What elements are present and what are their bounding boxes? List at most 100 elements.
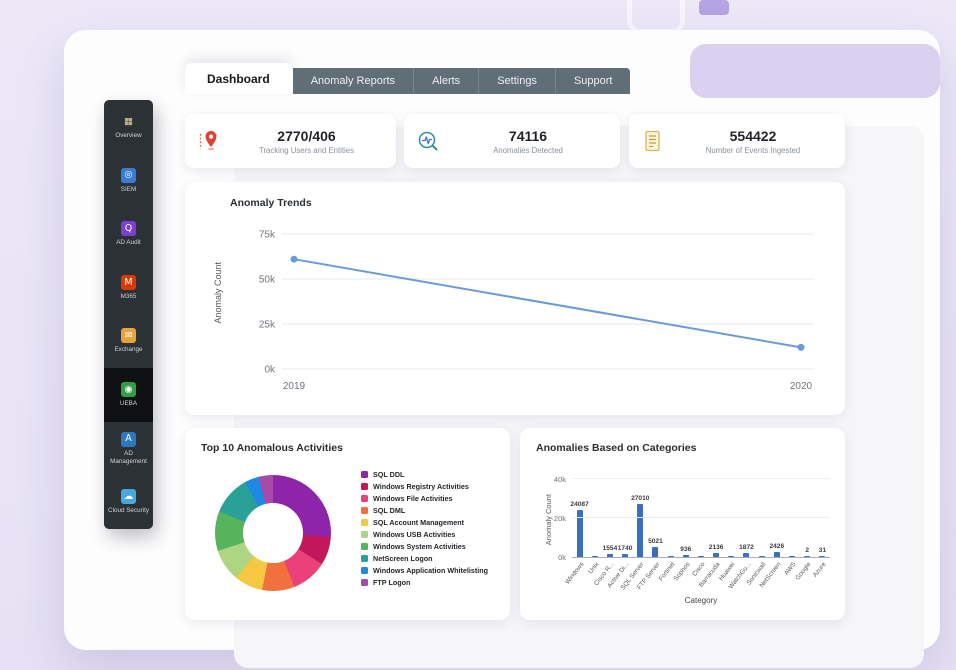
chart-title: Anomaly Trends [230, 197, 312, 209]
legend-label: Windows Application Whitelisting [373, 566, 489, 575]
sidebar-item-label: Exchange [114, 346, 143, 354]
decor-right-band [690, 44, 940, 98]
bar-slot: 27010 [631, 480, 650, 557]
legend-swatch [361, 471, 368, 478]
bar-value-label: 2426 [769, 543, 785, 550]
tab-settings[interactable]: Settings [479, 68, 556, 94]
bar [788, 556, 795, 557]
stat-card-tracking-users: 2770/406 Tracking Users and Entities [185, 114, 396, 168]
ad-management-icon: A [121, 431, 136, 447]
bar-value-label: 27010 [631, 495, 650, 502]
sidebar-item-label: Cloud Security [108, 507, 149, 515]
overview-grid-icon: ▦ [124, 115, 133, 127]
legend-swatch [361, 567, 368, 574]
sidebar-item-ueba[interactable]: ◉ UEBA [104, 368, 153, 422]
legend-item: Windows USB Activities [361, 530, 488, 539]
legend-label: NetScreen Logon [373, 554, 433, 563]
legend-item: NetScreen Logon [361, 554, 488, 563]
legend-label: SQL Account Management [373, 518, 465, 527]
bar [773, 552, 780, 557]
sidebar-item-ad-management[interactable]: A AD Management [104, 422, 153, 476]
bar-slot: 2136 [709, 480, 724, 557]
decor-top-square [627, 0, 685, 34]
legend-swatch [361, 519, 368, 526]
bar-value-label: 2136 [708, 544, 724, 551]
legend-label: FTP Logon [373, 578, 411, 587]
sidebar-item-label: SIEM [120, 185, 137, 193]
bar [697, 556, 704, 557]
bar-category-label: Unix [586, 561, 601, 576]
legend-swatch [361, 543, 368, 550]
bar [819, 556, 826, 557]
bar [622, 554, 629, 557]
y-axis-title: Anomaly Count [213, 262, 223, 324]
sidebar-item-exchange[interactable]: ✉ Exchange [104, 315, 153, 369]
bar-slot [724, 480, 739, 557]
legend-item: SQL DDL [361, 470, 488, 479]
sidebar-item-ad-audit[interactable]: Q AD Audit [104, 207, 153, 261]
bar [804, 556, 811, 557]
bar-value-label: 1554 [602, 545, 618, 552]
chart-title: Top 10 Anomalous Activities [201, 442, 343, 454]
bar-slot: 936 [678, 480, 693, 557]
legend-label: Windows Registry Activities [373, 482, 469, 491]
donut-chart [215, 475, 331, 591]
tab-support[interactable]: Support [555, 68, 631, 94]
bar [637, 504, 644, 557]
bar [606, 554, 613, 557]
exchange-icon: ✉ [121, 328, 136, 344]
bar [682, 555, 689, 557]
legend-label: Windows File Activities [373, 494, 453, 503]
bar-slot: 1872 [739, 480, 754, 557]
stat-caption: Tracking Users and Entities [258, 145, 355, 155]
bar-chart-plot: 24087 1554 1740 27010 5021 936 2136 1872 2426 2 31 [570, 478, 830, 558]
bar [743, 553, 750, 557]
sidebar-item-siem[interactable]: ◎ SIEM [104, 154, 153, 208]
chart-title: Anomalies Based on Categories [536, 442, 697, 454]
bar-category-label: Windows [563, 561, 586, 586]
bar [591, 556, 598, 557]
stat-value: 74116 [508, 127, 548, 144]
stat-caption: Number of Events Ingested [705, 145, 801, 155]
bar-slot [754, 480, 769, 557]
legend-label: SQL DDL [373, 470, 405, 479]
legend-item: Windows Registry Activities [361, 482, 488, 491]
legend-swatch [361, 531, 368, 538]
legend-swatch [361, 507, 368, 514]
bar-slot: 2 [800, 480, 815, 557]
stat-card-events-ingested: 554422 Number of Events Ingested [629, 114, 845, 168]
location-pin-icon [197, 129, 221, 153]
sidebar-item-overview[interactable]: ▦ Overview [104, 100, 153, 154]
bar [667, 556, 674, 557]
tab-dashboard[interactable]: Dashboard [185, 63, 293, 94]
sidebar-item-m365[interactable]: M M365 [104, 261, 153, 315]
bar-slot [663, 480, 678, 557]
legend-item: Windows File Activities [361, 494, 488, 503]
legend-swatch [361, 483, 368, 490]
anomalies-by-category-card: Anomalies Based on Categories Anomaly Co… [520, 428, 845, 620]
bar [652, 547, 659, 557]
sidebar-item-cloud-security[interactable]: ☁ Cloud Security [104, 475, 153, 529]
bar-value-label: 24087 [570, 501, 589, 508]
bar-category-label: Azure [812, 561, 828, 579]
svg-text:25k: 25k [259, 320, 276, 331]
legend-swatch [361, 579, 368, 586]
anomaly-search-icon [416, 129, 440, 153]
bar-slot [587, 480, 602, 557]
legend-item: Windows System Activities [361, 542, 488, 551]
stat-caption: Anomalies Detected [493, 145, 563, 155]
ueba-icon: ◉ [121, 382, 136, 397]
svg-text:50k: 50k [259, 275, 276, 286]
tab-anomaly-reports[interactable]: Anomaly Reports [292, 68, 415, 94]
chart-legend: SQL DDL Windows Registry Activities Window… [361, 470, 488, 587]
bar-slot [693, 480, 708, 557]
anomaly-trends-card: Anomaly Trends Anomaly Count 0k 25k 50k 75k… [185, 182, 845, 415]
legend-item: FTP Logon [361, 578, 488, 587]
m365-icon: M [121, 274, 136, 290]
y-axis-tick: 40k [553, 475, 566, 484]
legend-swatch [361, 495, 368, 502]
bar-slot: 1554 [602, 480, 617, 557]
legend-item: SQL DML [361, 506, 488, 515]
tab-alerts[interactable]: Alerts [414, 68, 480, 94]
main-tabbar: Dashboard Anomaly Reports Alerts Settings Su… [185, 63, 631, 94]
